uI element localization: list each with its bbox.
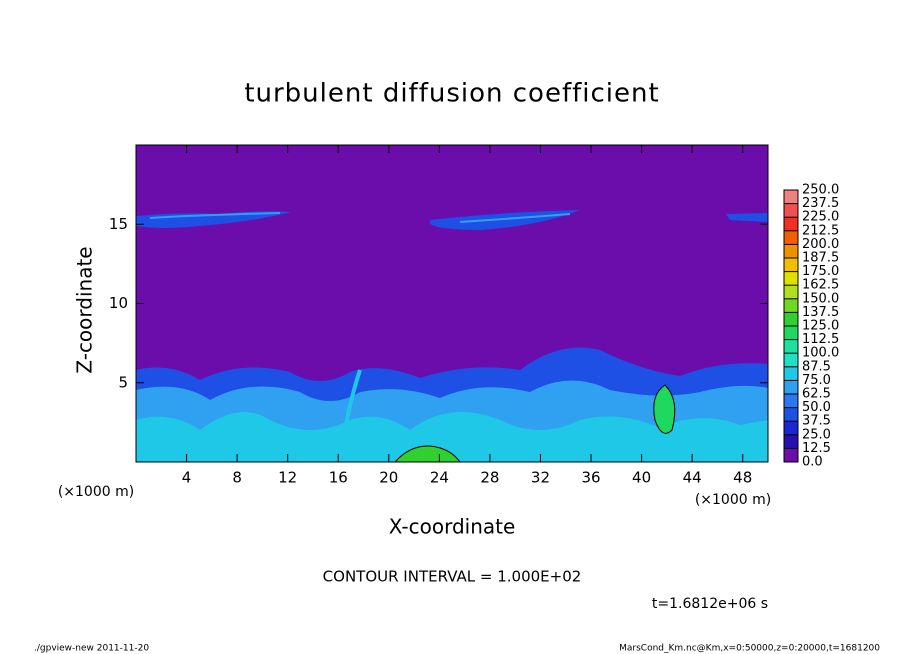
x-tick-label: 44 — [683, 469, 702, 487]
annotation: CONTOUR INTERVAL = 1.000E+02 — [323, 568, 582, 586]
colorbar-swatch — [784, 298, 798, 313]
colorbar-swatch — [784, 407, 798, 422]
x-tick-label: 40 — [632, 469, 651, 487]
colorbar-label: 250.0 — [802, 183, 839, 198]
colorbar-label: 125.0 — [802, 319, 839, 334]
field-patch — [393, 445, 461, 463]
colorbar-label: 62.5 — [802, 387, 831, 402]
x-axis-label: X-coordinate — [389, 515, 516, 539]
colorbar-swatch — [784, 230, 798, 245]
colorbar-swatch — [784, 271, 798, 286]
colorbar-label: 175.0 — [802, 264, 839, 279]
colorbar-label: 187.5 — [802, 251, 839, 266]
field-patch — [653, 384, 676, 434]
colorbar-swatch — [784, 203, 798, 218]
field — [136, 145, 768, 463]
colorbar-label: 12.5 — [802, 441, 831, 456]
colorbar-label: 137.5 — [802, 305, 839, 320]
colorbar-label: 212.5 — [802, 223, 839, 238]
x-tick-label: 20 — [379, 469, 398, 487]
colorbar-label: 87.5 — [802, 359, 831, 374]
colorbar-swatch — [784, 394, 798, 408]
field-streak — [430, 210, 580, 230]
field-streak — [149, 212, 571, 223]
colorbar-label: 0.0 — [802, 455, 823, 470]
x-unit-label: (×1000 m) — [58, 484, 134, 500]
colorbar-label: 162.5 — [802, 278, 839, 293]
colorbar-swatch — [784, 258, 798, 272]
colorbar-label: 25.0 — [802, 427, 831, 442]
colorbar-swatch — [784, 285, 798, 299]
y-tick-label: 5 — [118, 373, 128, 391]
x-unit-label: (×1000 m) — [695, 492, 771, 508]
colorbar-swatch — [784, 421, 798, 435]
x-tick-label: 8 — [232, 469, 242, 487]
x-tick-label: 28 — [480, 469, 499, 487]
colorbar-swatch — [784, 448, 798, 462]
colorbar-swatch — [784, 366, 798, 381]
colorbar-label: 237.5 — [802, 196, 839, 211]
colorbar-label: 200.0 — [802, 237, 839, 252]
colorbar-swatch — [784, 326, 798, 340]
colorbar-swatch — [784, 353, 798, 367]
colorbar-label: 112.5 — [802, 332, 839, 347]
colorbar-label: 150.0 — [802, 291, 839, 306]
x-tick-label: 48 — [733, 469, 752, 487]
colorbar-swatch — [784, 244, 798, 258]
colorbar-swatch — [784, 339, 798, 354]
field-plume — [341, 369, 362, 441]
x-tick-label: 4 — [182, 469, 192, 487]
x-tick-label: 16 — [329, 469, 348, 487]
y-tick-label: 10 — [109, 294, 128, 312]
colorbar-swatch — [784, 190, 798, 204]
colorbar-label: 50.0 — [802, 400, 831, 415]
field-streak — [136, 211, 292, 228]
x-tick-label: 12 — [278, 469, 297, 487]
y-tick-label: 15 — [109, 215, 128, 233]
footer: ./gpview-new 2011-11-20 — [34, 644, 149, 654]
time-label: t=1.6812e+06 s — [652, 596, 768, 612]
x-tick-label: 32 — [531, 469, 550, 487]
colorbar-swatch — [784, 312, 798, 326]
colorbar-swatch — [784, 380, 798, 394]
colorbar-swatch — [784, 434, 798, 449]
x-tick-label: 24 — [430, 469, 449, 487]
colorbar-label: 225.0 — [802, 210, 839, 225]
chart-title: turbulent diffusion coefficient — [244, 79, 659, 109]
x-tick-label: 36 — [581, 469, 600, 487]
colorbar-label: 100.0 — [802, 346, 839, 361]
field-streak — [726, 213, 768, 222]
colorbar-label: 75.0 — [802, 373, 831, 388]
colorbar-swatch — [784, 217, 798, 231]
colorbar-label: 37.5 — [802, 414, 831, 429]
field-layer — [136, 412, 768, 462]
footer: MarsCond_Km.nc@Km,x=0:50000,z=0:20000,t=… — [619, 644, 880, 654]
y-axis-label: Z-coordinate — [73, 246, 97, 373]
